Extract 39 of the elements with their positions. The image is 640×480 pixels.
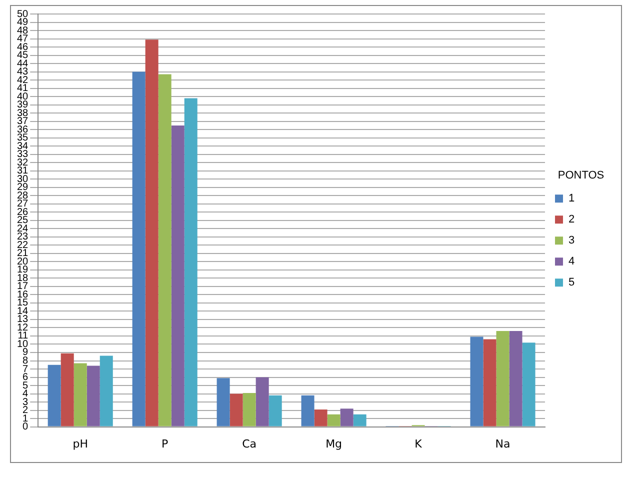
bar [314, 409, 328, 426]
bar [145, 40, 158, 426]
bar [268, 395, 282, 426]
legend-label: 4 [568, 256, 575, 268]
x-tick-label: pH [72, 437, 88, 450]
bar [340, 408, 354, 426]
legend-label: 2 [568, 214, 575, 226]
bar [353, 414, 366, 426]
bar [184, 98, 198, 426]
bar [327, 414, 340, 426]
legend-title: PONTOS [558, 169, 604, 182]
x-tick-label: P [162, 437, 169, 450]
bar [158, 74, 172, 426]
bar [216, 378, 230, 426]
x-tick-label: K [414, 437, 423, 450]
bar [171, 125, 184, 426]
x-tick-label: Mg [326, 437, 342, 450]
bar [74, 363, 87, 426]
bar [60, 353, 74, 426]
bar [522, 342, 536, 426]
y-tick-label: 0 [22, 422, 29, 433]
bar [256, 377, 269, 426]
legend-label: 3 [568, 234, 575, 247]
bar [230, 394, 243, 426]
bar [483, 339, 496, 426]
bar [86, 366, 100, 426]
bar [301, 395, 314, 426]
bar [470, 336, 484, 426]
bar [496, 331, 510, 426]
legend-label: 5 [568, 276, 575, 289]
bar [48, 364, 61, 426]
bar [242, 392, 256, 426]
bar [509, 331, 522, 426]
bar [132, 72, 146, 426]
y-tick-label: 8 [22, 356, 29, 366]
x-tick-label: Ca [242, 437, 257, 450]
legend-label: 1 [568, 192, 575, 205]
bar [100, 356, 113, 426]
x-tick-label: Na [495, 437, 510, 450]
